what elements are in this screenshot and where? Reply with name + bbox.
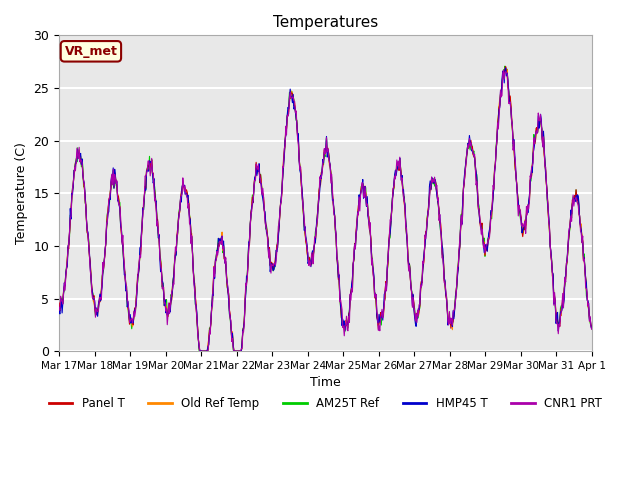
Line: Panel T: Panel T <box>59 67 591 351</box>
Line: HMP45 T: HMP45 T <box>59 68 591 351</box>
Y-axis label: Temperature (C): Temperature (C) <box>15 143 28 244</box>
HMP45 T <box>391 172 399 178</box>
HMP45 T <box>120 256 127 262</box>
AM25T Ref <box>65 242 72 248</box>
CNR1 PRT <box>406 272 414 277</box>
Panel T <box>203 348 211 354</box>
Panel T <box>196 348 204 354</box>
HMP45 T <box>196 348 204 354</box>
Old Ref Temp <box>203 348 211 354</box>
AM25T Ref <box>203 348 211 354</box>
AM25T Ref <box>391 174 399 180</box>
Old Ref Temp <box>120 252 127 258</box>
HMP45 T <box>203 348 211 354</box>
HMP45 T <box>65 241 72 247</box>
HMP45 T <box>174 229 182 235</box>
X-axis label: Time: Time <box>310 376 340 389</box>
Line: AM25T Ref: AM25T Ref <box>59 66 591 351</box>
Old Ref Temp <box>196 348 204 354</box>
Line: Old Ref Temp: Old Ref Temp <box>59 67 591 351</box>
Line: CNR1 PRT: CNR1 PRT <box>59 70 591 351</box>
AM25T Ref <box>501 63 509 69</box>
CNR1 PRT <box>500 67 508 73</box>
CNR1 PRT <box>203 348 211 354</box>
Old Ref Temp <box>406 273 414 278</box>
CNR1 PRT <box>65 240 72 246</box>
CNR1 PRT <box>588 326 595 332</box>
CNR1 PRT <box>391 173 399 179</box>
Panel T <box>502 64 509 70</box>
CNR1 PRT <box>120 253 127 259</box>
Panel T <box>174 226 182 232</box>
Old Ref Temp <box>65 238 72 244</box>
Panel T <box>120 255 127 261</box>
Old Ref Temp <box>391 174 399 180</box>
Panel T <box>55 300 63 306</box>
Legend: Panel T, Old Ref Temp, AM25T Ref, HMP45 T, CNR1 PRT: Panel T, Old Ref Temp, AM25T Ref, HMP45 … <box>44 392 607 415</box>
HMP45 T <box>406 272 414 277</box>
AM25T Ref <box>174 230 182 236</box>
AM25T Ref <box>406 265 414 271</box>
HMP45 T <box>55 308 63 314</box>
CNR1 PRT <box>55 304 63 310</box>
CNR1 PRT <box>196 348 204 354</box>
Panel T <box>588 324 595 329</box>
HMP45 T <box>502 65 509 71</box>
Title: Temperatures: Temperatures <box>273 15 378 30</box>
AM25T Ref <box>120 258 127 264</box>
AM25T Ref <box>588 325 595 331</box>
Old Ref Temp <box>588 324 595 330</box>
HMP45 T <box>588 325 595 331</box>
Old Ref Temp <box>55 300 63 306</box>
CNR1 PRT <box>174 230 182 236</box>
AM25T Ref <box>195 348 203 354</box>
Old Ref Temp <box>502 64 509 70</box>
Panel T <box>65 246 72 252</box>
AM25T Ref <box>55 304 63 310</box>
Panel T <box>406 273 414 279</box>
Text: VR_met: VR_met <box>65 45 117 58</box>
Old Ref Temp <box>174 232 182 238</box>
Panel T <box>391 174 399 180</box>
